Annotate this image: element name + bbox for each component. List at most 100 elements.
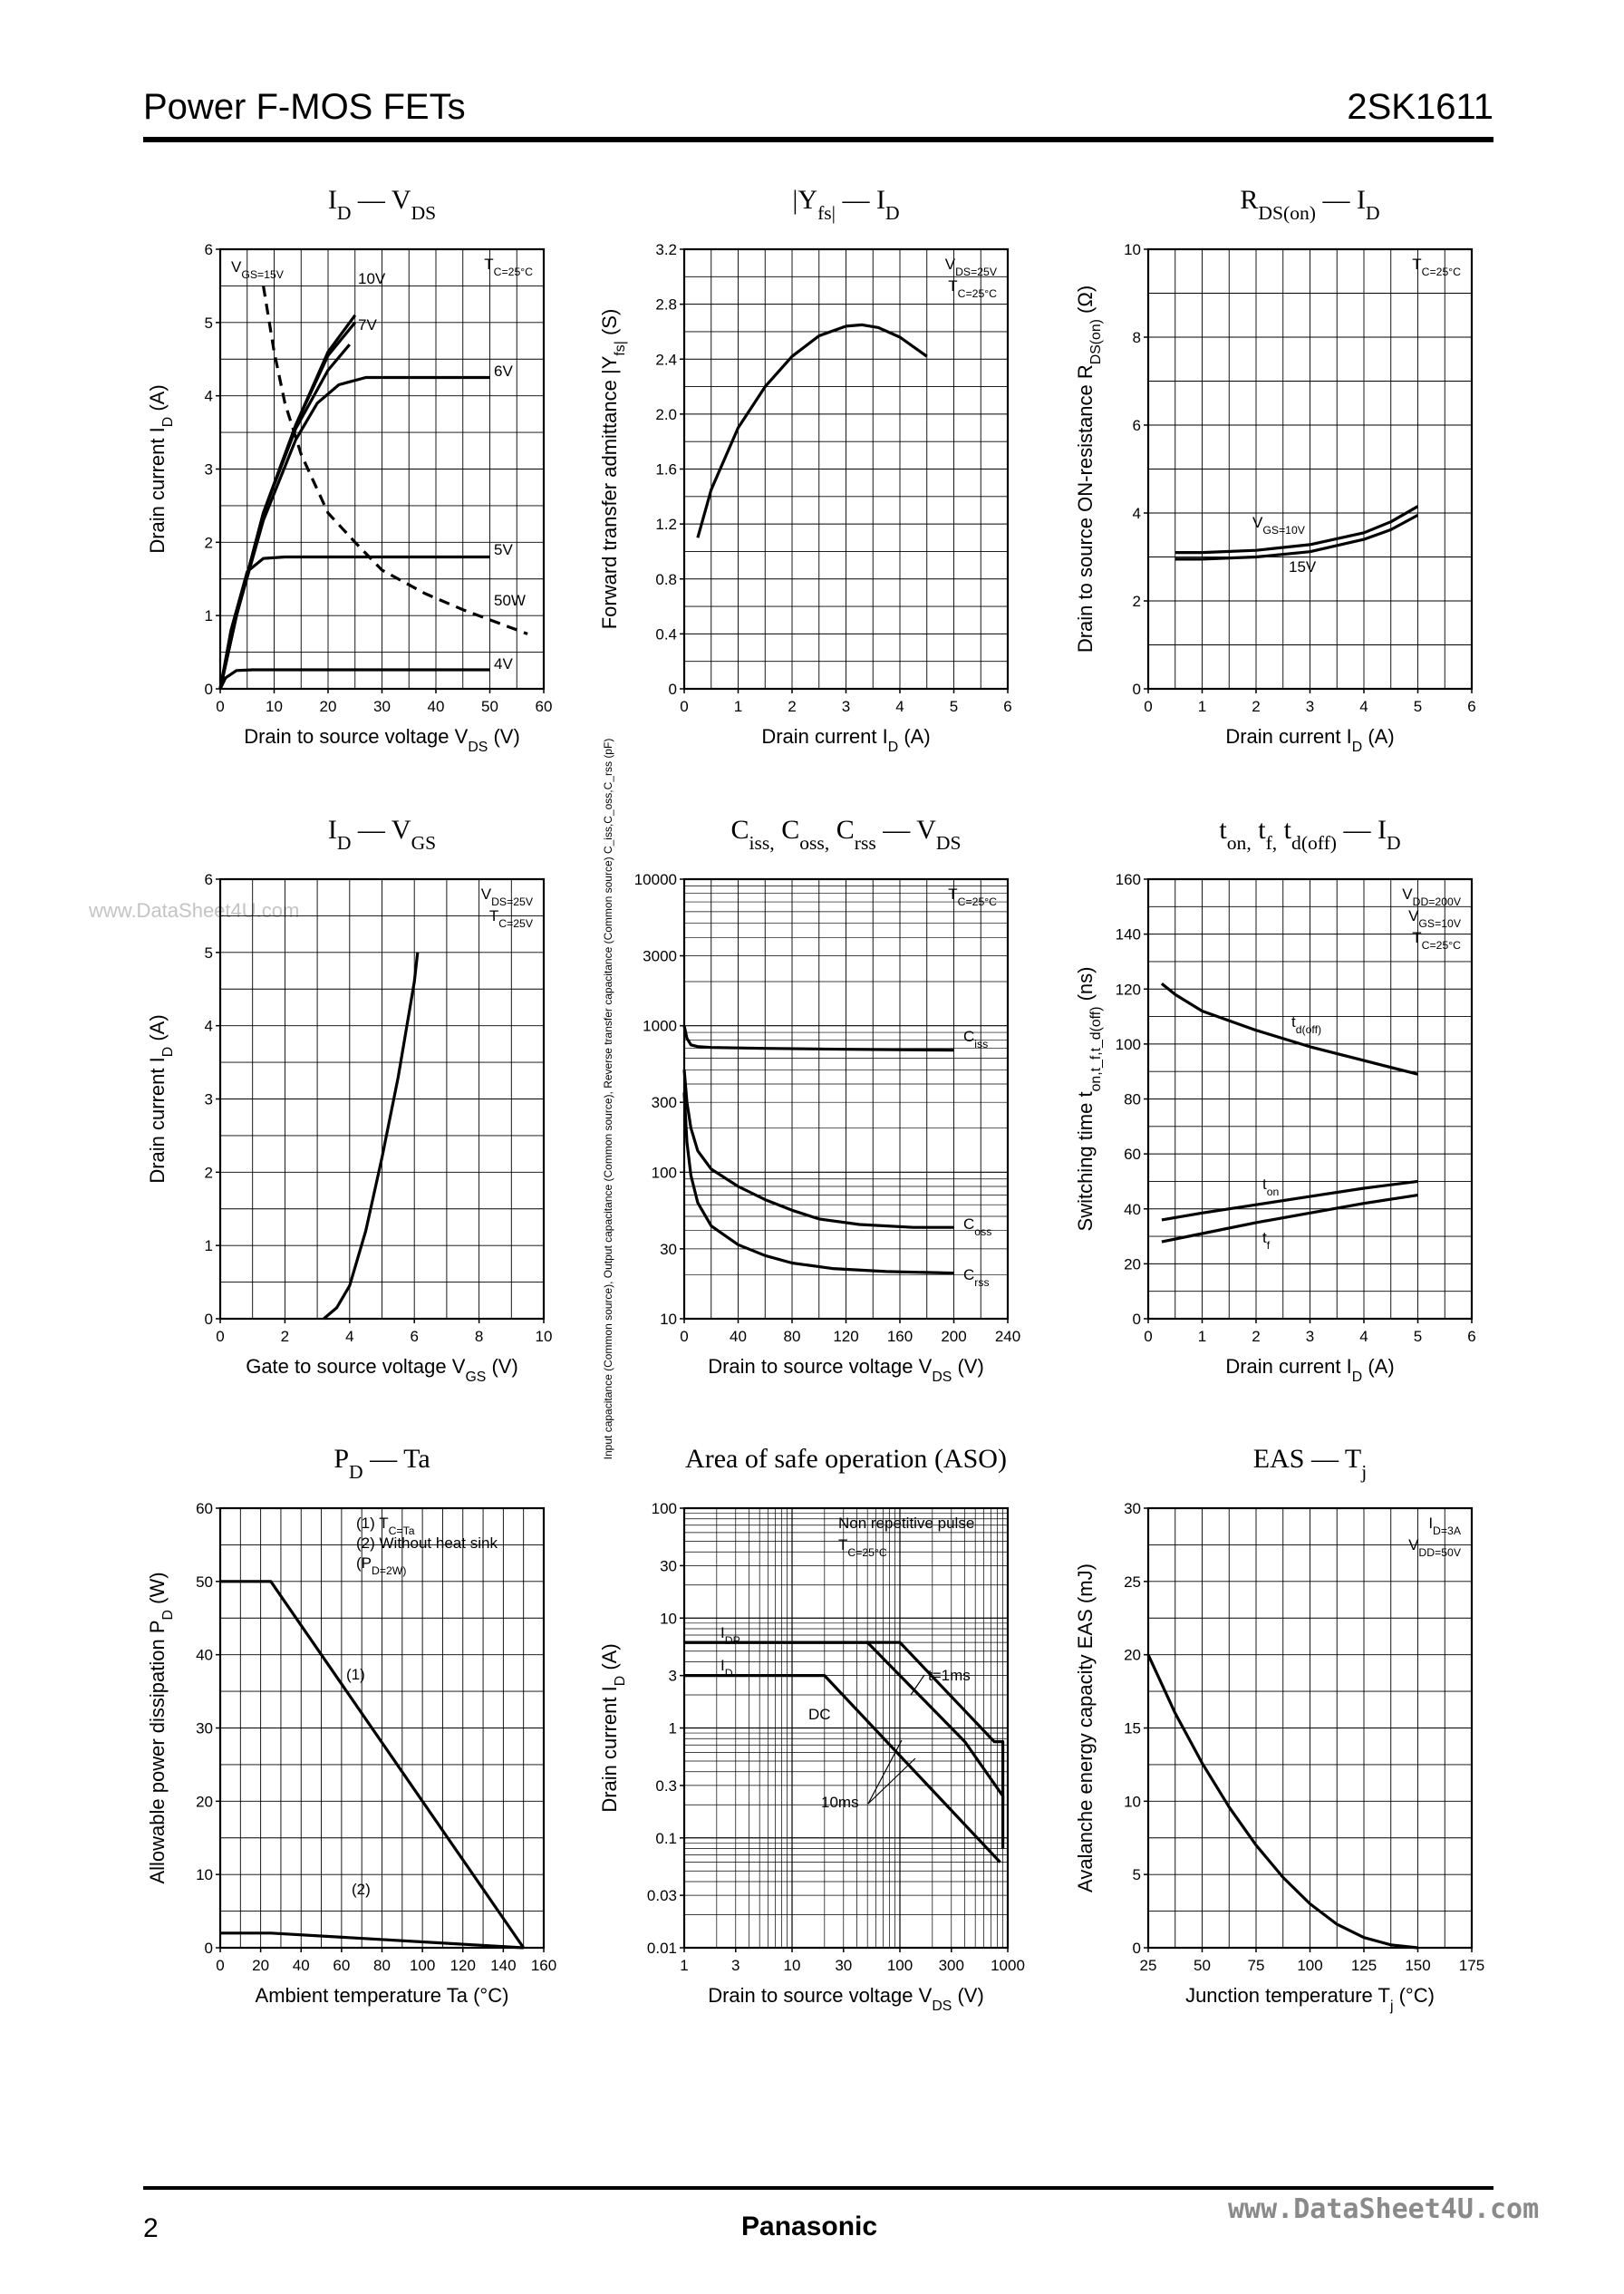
y-tick-label: 1.6 [655, 461, 677, 479]
y-tick-label: 4 [205, 388, 213, 405]
y-tick-label: 2.0 [655, 406, 677, 423]
series-10ms [684, 1641, 1005, 1849]
x-tick-label: 50 [481, 698, 498, 715]
y-tick-label: 0 [669, 681, 677, 698]
x-tick-label: 60 [536, 698, 553, 715]
y-tick-label: 5 [205, 944, 213, 962]
series-label: Coss [963, 1215, 991, 1238]
pointer-line [910, 1674, 925, 1696]
series-label: VGS=15V [231, 258, 285, 281]
x-tick-label: 1 [680, 1957, 688, 1974]
series-yfs [696, 323, 928, 538]
chart-note: Non repetitive pulse [838, 1515, 974, 1532]
chart-eas_tj: 25 50 75 100 125 150 175 0 5 10 15 20 25 30 EAS — Tj Ju… [1074, 1444, 1484, 2014]
y-tick-label: 30 [660, 1241, 677, 1258]
x-tick-label: 6 [410, 1328, 418, 1345]
x-tick-label: 3 [731, 1957, 740, 1974]
series-v-gs-10v [1174, 505, 1419, 555]
chart-grid [1147, 1507, 1473, 1949]
series-dc [684, 1674, 1001, 1863]
y-axis-label: Avalanche energy capacity EAS (mJ) [1074, 1563, 1097, 1892]
y-tick-label: 3.2 [655, 241, 677, 258]
x-tick-label: 0 [680, 1328, 688, 1345]
y-tick-label: 30 [1124, 1500, 1141, 1517]
page-number: 2 [143, 2213, 159, 2243]
y-tick-label: 4 [205, 1018, 213, 1035]
chart-aso: 1 3 10 30 100 300 1000 0.01 0.03 0.1 0.3 1 3 10 30 100 A… [598, 1444, 1025, 2014]
chart-note: TC=25°C [1412, 929, 1461, 952]
x-tick-label: 30 [835, 1957, 852, 1974]
chart-note: VDS=25V [481, 886, 534, 908]
x-tick-label: 0 [1144, 1328, 1152, 1345]
series-label: td(off) [1291, 1013, 1321, 1036]
chart-grid [683, 1508, 1008, 1949]
series-label: 10V [358, 270, 386, 287]
y-tick-label: 6 [205, 871, 213, 888]
y-axis-label: Drain current ID (A) [146, 384, 176, 553]
x-tick-label: 20 [252, 1957, 269, 1974]
y-tick-label: 1.2 [655, 516, 677, 533]
series-label: 6V [494, 363, 513, 380]
chart-note: VDS=25V [945, 256, 998, 278]
y-tick-label: 5 [205, 315, 213, 332]
watermark: www.DataSheet4U.com [89, 899, 300, 922]
x-tick-label: 4 [1359, 1328, 1368, 1345]
y-tick-label: 3000 [643, 948, 677, 965]
series-t-d-off [1160, 982, 1418, 1076]
header-part-number: 2SK1611 [1347, 87, 1494, 127]
y-tick-label: 40 [196, 1647, 213, 1664]
series-label: 15V [1289, 558, 1317, 576]
chart-note: TC=25°C [484, 256, 533, 278]
y-tick-label: 10 [1124, 1793, 1141, 1810]
x-tick-label: 1 [734, 698, 742, 715]
series-c-iss [682, 1025, 954, 1052]
series-2 [220, 1931, 524, 1950]
x-tick-label: 125 [1351, 1957, 1377, 1974]
chart-note: (PD=2W) [356, 1554, 406, 1577]
chart-title: ton, tf, td(off) — ID [1219, 815, 1400, 854]
series-v-gs-15v [218, 314, 357, 690]
chart-note: TC=25°C [948, 277, 997, 300]
y-axis-label: Drain current ID (A) [598, 1643, 628, 1812]
x-tick-label: 120 [450, 1957, 476, 1974]
chart-note: (2) Without heat sink [356, 1534, 498, 1552]
series-15v [1174, 513, 1419, 561]
y-tick-label: 0 [205, 681, 213, 698]
x-tick-label: 0 [216, 698, 224, 715]
x-tick-label: 4 [345, 1328, 353, 1345]
x-tick-label: 2 [1252, 698, 1260, 715]
chart-id_vgs: 0 2 4 6 8 10 0 1 2 3 4 5 6 ID — VGS Gate to source vol… [146, 815, 552, 1385]
y-tick-label: 0.4 [655, 625, 677, 643]
y-tick-label: 0.03 [647, 1887, 677, 1904]
y-tick-label: 50 [196, 1573, 213, 1591]
y-tick-label: 3 [205, 461, 213, 479]
x-tick-label: 25 [1140, 1957, 1157, 1974]
x-tick-label: 40 [730, 1328, 747, 1345]
x-tick-label: 80 [373, 1957, 391, 1974]
series-label: (1) [346, 1666, 365, 1683]
x-tick-label: 4 [895, 698, 904, 715]
y-tick-label: 10 [660, 1311, 677, 1328]
chart-cap_vds: 0 40 80 120 160 200 240 10 30 100 300 1000 3000 10000… [602, 739, 1020, 1460]
series-5v [218, 555, 490, 690]
chart-grid [683, 248, 1009, 690]
brand-logo: Panasonic [741, 2212, 878, 2241]
y-tick-label: 0.01 [647, 1940, 677, 1957]
footer-rule [143, 2186, 1494, 2190]
chart-pd_ta: 0 20 40 60 80 100 120 140 160 0 10 20 30 40 50 60 PD — T… [146, 1444, 556, 2007]
x-tick-label: 2 [281, 1328, 289, 1345]
series-label: VGS=10V [1252, 514, 1306, 537]
footer-website: www.DataSheet4U.com [1228, 2193, 1540, 2225]
series-label: 50W [494, 592, 526, 609]
y-axis-label: Forward transfer admittance |Yfs| (S) [598, 309, 628, 630]
y-axis-label: Drain current ID (A) [146, 1014, 176, 1183]
x-tick-label: 6 [1467, 698, 1475, 715]
series-id [323, 952, 420, 1321]
y-tick-label: 10 [1124, 241, 1141, 258]
y-tick-label: 2.8 [655, 296, 677, 314]
x-tick-label: 60 [333, 1957, 350, 1974]
series-50w [262, 286, 528, 635]
y-axis-label: Drain to source ON-resistance RDS(on) (Ω… [1074, 286, 1104, 653]
chart-title: PD — Ta [334, 1444, 430, 1483]
